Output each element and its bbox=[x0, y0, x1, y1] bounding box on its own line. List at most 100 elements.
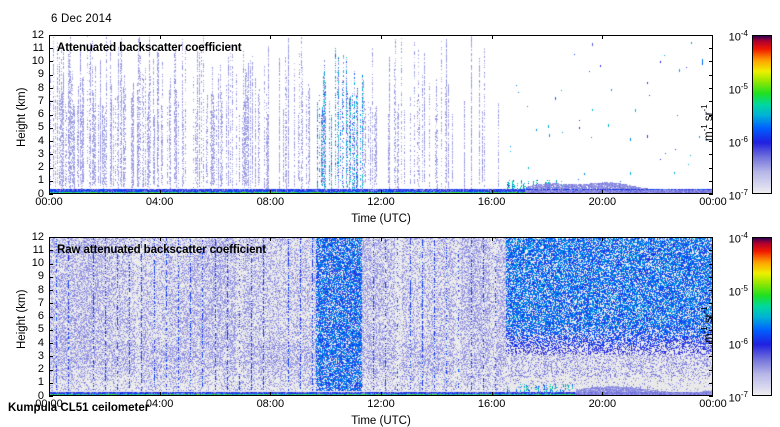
y-tick-label: 2 bbox=[37, 161, 44, 173]
y-tick-mark bbox=[49, 154, 53, 155]
y-tick-label: 1 bbox=[37, 174, 44, 187]
x-tick-mark bbox=[270, 392, 271, 396]
colorbar-tick-label: 10-4 bbox=[728, 29, 748, 44]
y-tick-mark bbox=[49, 35, 53, 36]
colorbar-gradient-bottom bbox=[753, 238, 771, 395]
x-tick-mark-top bbox=[160, 35, 161, 39]
y-tick-mark bbox=[49, 237, 53, 238]
x-tick-label: 00:00 bbox=[699, 398, 727, 410]
x-tick-label: 00:00 bbox=[699, 196, 727, 208]
y-tick-mark bbox=[49, 48, 53, 49]
y-tick-mark bbox=[49, 264, 53, 265]
y-tick-label: 3 bbox=[37, 147, 44, 160]
colorbar-top bbox=[752, 35, 772, 194]
y-tick-label: 10 bbox=[31, 257, 44, 269]
y-tick-mark-right bbox=[709, 264, 713, 265]
y-tick-label: 12 bbox=[31, 230, 44, 243]
x-tick-mark bbox=[270, 190, 271, 194]
y-tick-mark-right bbox=[709, 141, 713, 142]
y-tick-label: 6 bbox=[37, 310, 44, 322]
x-tick-mark bbox=[712, 392, 713, 396]
x-tick-mark bbox=[160, 392, 161, 396]
y-tick-mark-right bbox=[709, 250, 713, 251]
x-tick-mark bbox=[602, 392, 603, 396]
x-tick-label: 08:00 bbox=[256, 398, 285, 410]
x-tick-mark bbox=[492, 392, 493, 396]
y-tick-label: 5 bbox=[37, 121, 44, 134]
y-tick-mark bbox=[49, 290, 53, 291]
y-tick-mark-right bbox=[709, 101, 713, 102]
y-tick-label: 0 bbox=[37, 389, 44, 402]
y-tick-label: 1 bbox=[37, 376, 44, 389]
plot-area-raw-attenuated-backscatter[interactable] bbox=[49, 237, 713, 396]
y-tick-mark-right bbox=[709, 61, 713, 62]
y-tick-mark-right bbox=[709, 115, 713, 116]
x-axis-label-top: Time (UTC) bbox=[351, 213, 411, 225]
x-tick-mark bbox=[49, 392, 50, 396]
y-tick-label: 4 bbox=[37, 134, 44, 147]
y-tick-mark bbox=[49, 370, 53, 371]
y-tick-mark bbox=[49, 168, 53, 169]
y-tick-label: 4 bbox=[37, 336, 44, 349]
x-tick-mark bbox=[712, 190, 713, 194]
x-axis-label-bottom: Time (UTC) bbox=[351, 415, 411, 427]
y-tick-mark-right bbox=[709, 317, 713, 318]
y-tick-mark bbox=[49, 396, 53, 397]
y-tick-label: 0 bbox=[37, 187, 44, 200]
y-tick-mark-right bbox=[709, 168, 713, 169]
y-tick-mark-right bbox=[709, 88, 713, 89]
y-tick-mark bbox=[49, 343, 53, 344]
y-tick-mark bbox=[49, 115, 53, 116]
panel-title-attenuated-backscatter: Attenuated backscatter coefficient bbox=[57, 42, 242, 54]
x-tick-label: 00:00 bbox=[35, 196, 63, 208]
x-tick-label: 04:00 bbox=[145, 398, 174, 410]
y-tick-mark bbox=[49, 101, 53, 102]
x-tick-label: 08:00 bbox=[256, 196, 285, 208]
y-tick-label: 12 bbox=[31, 28, 44, 41]
x-tick-mark bbox=[381, 392, 382, 396]
y-tick-mark bbox=[49, 181, 53, 182]
x-tick-label: 20:00 bbox=[588, 398, 617, 410]
colorbar-gradient-top bbox=[753, 36, 771, 193]
x-tick-mark-top bbox=[381, 35, 382, 39]
y-tick-mark bbox=[49, 317, 53, 318]
y-tick-mark-right bbox=[709, 330, 713, 331]
x-tick-mark-top bbox=[270, 237, 271, 241]
x-tick-label: 16:00 bbox=[477, 196, 506, 208]
heatmap-canvas-attenuated-backscatter bbox=[50, 36, 712, 193]
colorbar-unit-label-bottom: m-1 sr-1 bbox=[700, 305, 715, 343]
colorbar-tick-label: 10-4 bbox=[728, 231, 748, 246]
y-tick-mark-right bbox=[709, 237, 713, 238]
y-tick-mark-right bbox=[709, 75, 713, 76]
footer-caption: Kumpula CL51 ceilometer bbox=[8, 402, 150, 414]
y-tick-mark bbox=[49, 75, 53, 76]
y-tick-label: 8 bbox=[37, 283, 44, 296]
x-tick-mark-top bbox=[492, 237, 493, 241]
colorbar-tick-label: 10-6 bbox=[728, 135, 748, 150]
x-tick-mark bbox=[160, 190, 161, 194]
x-tick-mark-top bbox=[602, 237, 603, 241]
y-tick-mark-right bbox=[709, 290, 713, 291]
x-tick-mark-top bbox=[49, 237, 50, 241]
x-tick-label: 12:00 bbox=[367, 398, 395, 410]
x-tick-label: 12:00 bbox=[367, 196, 395, 208]
plot-area-attenuated-backscatter[interactable] bbox=[49, 35, 713, 194]
y-tick-label: 3 bbox=[37, 349, 44, 362]
x-tick-mark-top bbox=[492, 35, 493, 39]
y-tick-mark bbox=[49, 303, 53, 304]
y-tick-label: 10 bbox=[31, 55, 44, 67]
x-tick-mark bbox=[49, 190, 50, 194]
colorbar-tick-label: 10-6 bbox=[728, 337, 748, 352]
y-tick-mark-right bbox=[709, 181, 713, 182]
x-tick-mark-top bbox=[712, 237, 713, 241]
y-tick-label: 8 bbox=[37, 81, 44, 94]
y-tick-mark bbox=[49, 88, 53, 89]
y-tick-mark-right bbox=[709, 154, 713, 155]
y-tick-mark bbox=[49, 61, 53, 62]
y-tick-label: 11 bbox=[32, 41, 44, 54]
colorbar-bottom bbox=[752, 237, 772, 396]
y-tick-mark-right bbox=[709, 370, 713, 371]
colorbar-tick-label: 10-7 bbox=[728, 188, 748, 203]
y-tick-mark bbox=[49, 383, 53, 384]
